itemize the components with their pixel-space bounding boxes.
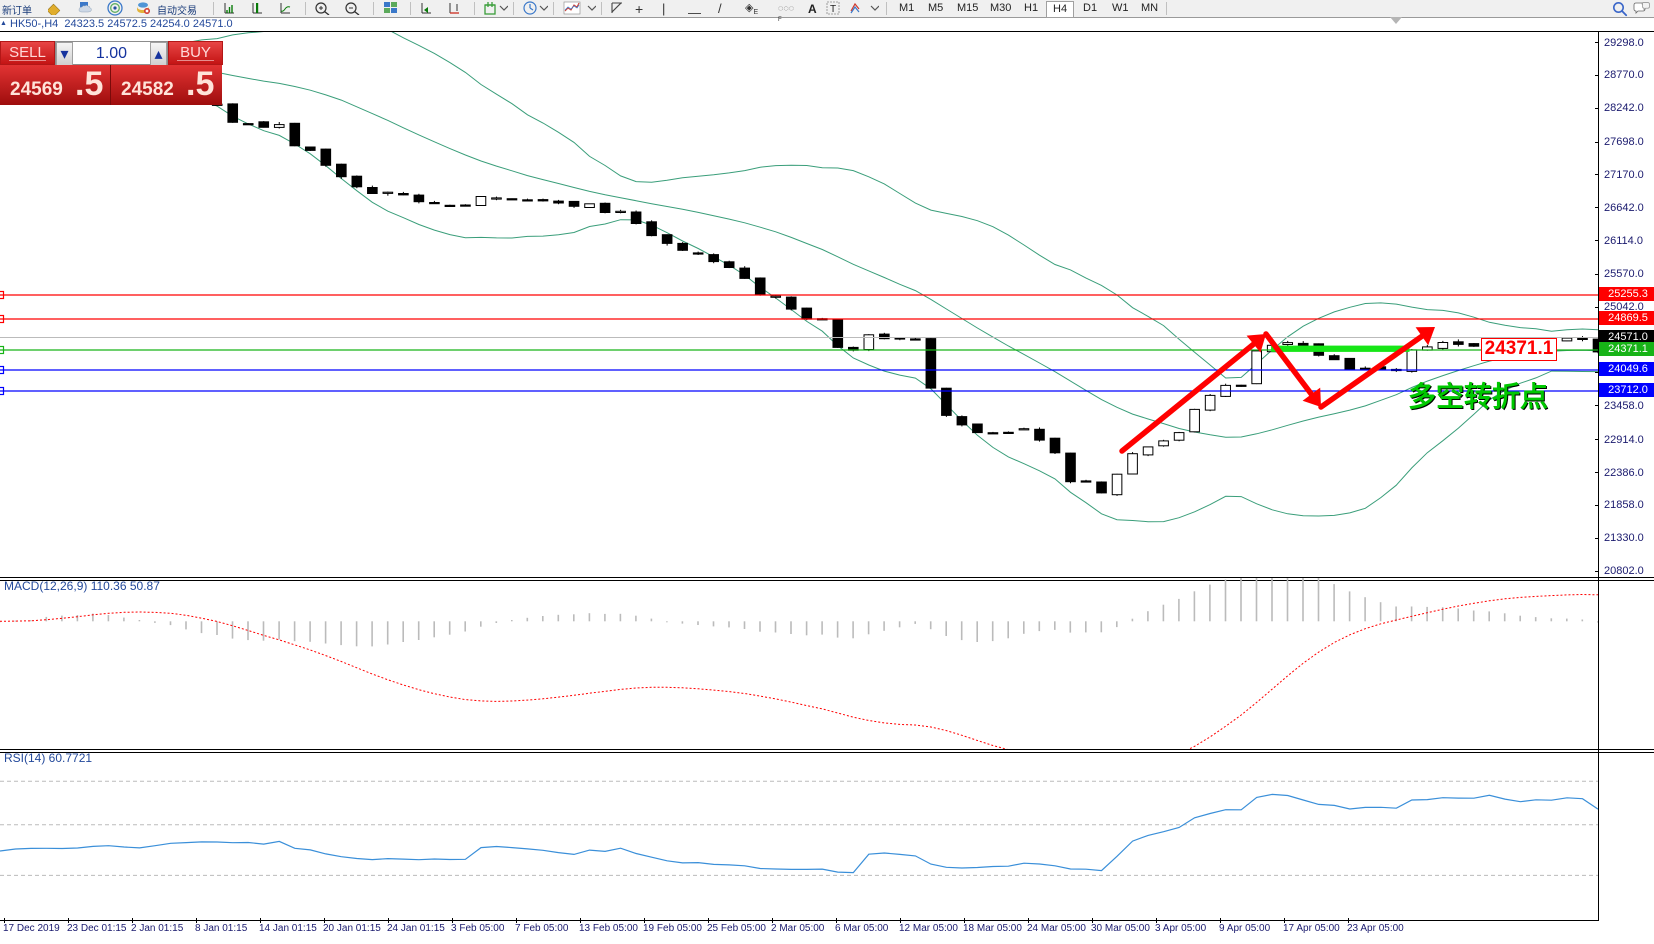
svg-text:T: T [830, 4, 836, 15]
svg-text:RSI(14) 60.7721: RSI(14) 60.7721 [4, 751, 92, 765]
svg-text:MACD(12,26,9) 110.36 50.87: MACD(12,26,9) 110.36 50.87 [4, 579, 160, 593]
